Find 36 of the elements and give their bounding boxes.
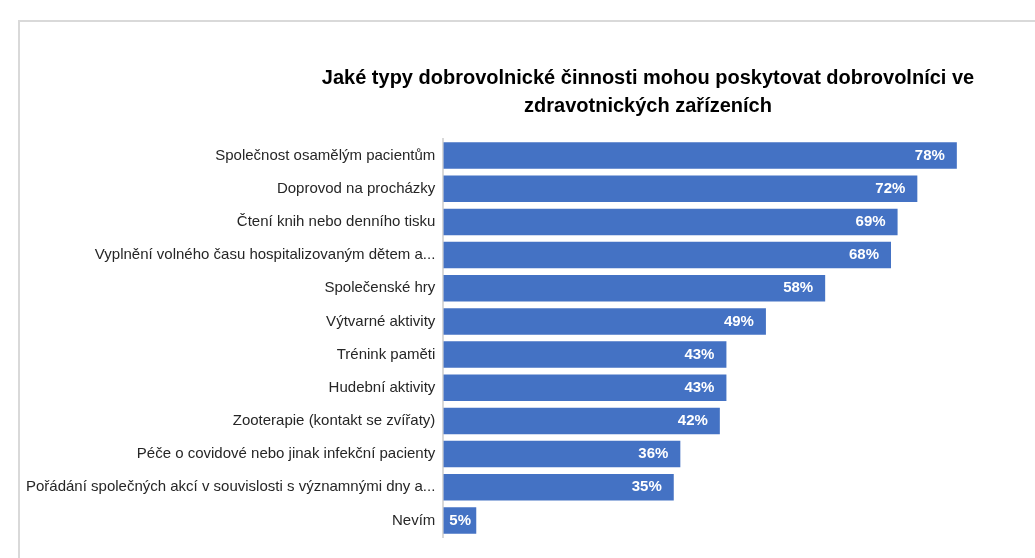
y-tick-label: Nevím bbox=[392, 510, 436, 528]
y-tick-label: Pořádání společných akcí v souvislosti s významnými dny a... bbox=[26, 477, 436, 495]
data-label: 43% bbox=[684, 377, 715, 395]
data-label: 68% bbox=[848, 245, 879, 263]
bar bbox=[443, 175, 918, 203]
data-label: 42% bbox=[677, 411, 708, 429]
data-label: 78% bbox=[914, 145, 945, 163]
chart-title: Jaké typy dobrovolnické činnosti mohou poskytovat dobrovolníci ve zdravotnických zařízeních bbox=[320, 65, 976, 118]
data-label: 35% bbox=[631, 477, 662, 495]
y-tick-label: Výtvarné aktivity bbox=[326, 311, 436, 329]
data-label: 49% bbox=[723, 311, 754, 329]
y-tick-label: Společnost osamělým pacientům bbox=[215, 145, 436, 163]
y-tick-label: Vyplnění volného času hospitalizovaným dětem a... bbox=[94, 245, 436, 263]
data-label: 69% bbox=[855, 212, 886, 230]
y-tick-label: Společenské hry bbox=[324, 278, 436, 296]
data-label: 36% bbox=[638, 444, 669, 462]
y-tick-label: Zooterapie (kontakt se zvířaty) bbox=[232, 411, 436, 429]
y-tick-label: Trénink paměti bbox=[336, 344, 436, 362]
bar bbox=[443, 440, 681, 468]
bar bbox=[443, 274, 826, 302]
data-label: 58% bbox=[783, 278, 814, 296]
y-tick-label: Čtení knih nebo denního tisku bbox=[236, 212, 436, 230]
bar bbox=[443, 473, 674, 501]
data-label: 5% bbox=[449, 510, 472, 528]
data-label: 43% bbox=[684, 344, 715, 362]
bar bbox=[443, 374, 727, 402]
bar bbox=[443, 142, 957, 169]
bar bbox=[443, 407, 720, 435]
data-label: 72% bbox=[875, 178, 906, 196]
y-tick-label: Doprovod na procházky bbox=[276, 178, 436, 196]
bar bbox=[443, 308, 766, 335]
bar bbox=[443, 241, 891, 269]
bar bbox=[443, 341, 727, 368]
bar bbox=[443, 208, 898, 236]
y-tick-label: Hudební aktivity bbox=[328, 377, 436, 395]
y-tick-label: Péče o covidové nebo jinak infekční pacienty bbox=[136, 444, 436, 462]
